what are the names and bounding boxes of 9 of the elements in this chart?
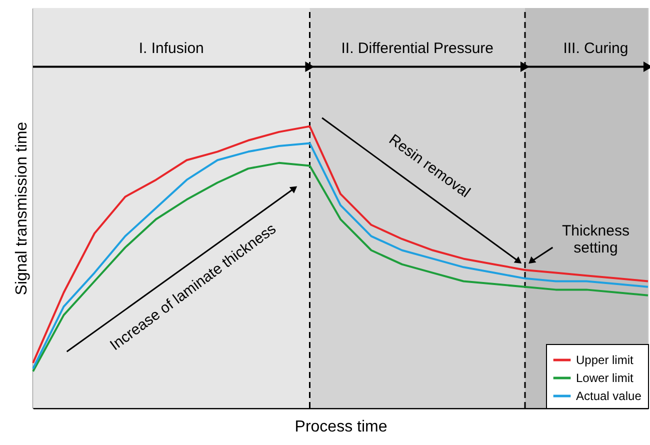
x-axis-title: Process time — [294, 418, 388, 436]
text: III. Curing — [563, 40, 628, 57]
text: II. Differential Pressure — [341, 40, 494, 57]
legend-label: Lower limit — [576, 371, 634, 385]
legend-label: Upper limit — [576, 353, 634, 367]
annotation: Thickness setting — [562, 222, 630, 257]
y-axis-title: Signal transmission time — [14, 122, 30, 296]
text: I. Infusion — [138, 40, 204, 57]
legend-label: Actual value — [576, 389, 642, 403]
